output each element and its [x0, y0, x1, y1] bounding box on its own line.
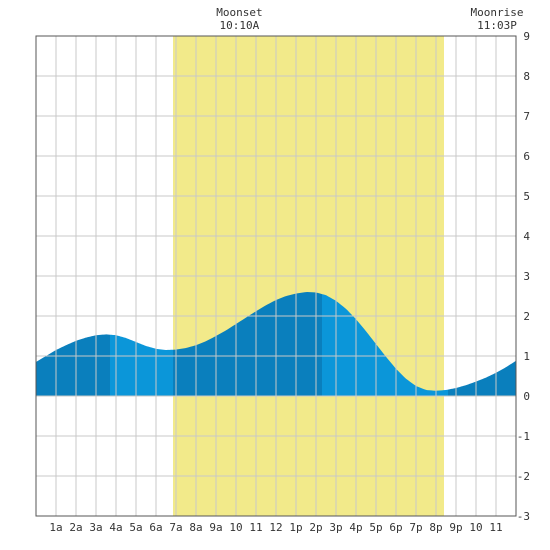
x-tick-label: 10	[229, 521, 242, 534]
y-tick-label: 8	[523, 70, 530, 83]
y-tick-label: -1	[517, 430, 530, 443]
x-tick-label: 3p	[329, 521, 342, 534]
x-tick-label: 7p	[409, 521, 422, 534]
plot-border	[35, 35, 517, 517]
y-tick-label: 4	[523, 230, 530, 243]
y-tick-label: 6	[523, 150, 530, 163]
tide-band-light	[322, 294, 448, 396]
tide-band-light	[110, 334, 173, 396]
x-tick-label: 6p	[389, 521, 402, 534]
tide-band-dark	[448, 360, 516, 396]
x-tick-label: 3a	[89, 521, 102, 534]
y-tick-label: -3	[517, 510, 530, 523]
x-tick-label: 2a	[69, 521, 82, 534]
grid-layer	[36, 36, 516, 516]
x-tick-label: 5p	[369, 521, 382, 534]
x-tick-labels: 1a 2a 3a 4a 5a 6a 7a 8a 9a 10 11 12 1p 2p 3p 4p 5p 6p 7p 8p…	[49, 521, 502, 534]
x-tick-label: 8a	[189, 521, 202, 534]
moon-event-time: 11:03P	[477, 19, 517, 32]
y-tick-label: 9	[523, 30, 530, 43]
moon-event-time: 10:10A	[220, 19, 260, 32]
tide-area-layer	[36, 292, 516, 396]
x-tick-label: 8p	[429, 521, 442, 534]
x-tick-label: 1p	[289, 521, 302, 534]
y-tick-label: 5	[523, 190, 530, 203]
y-tick-label: 2	[523, 310, 530, 323]
moon-event-label: Moonrise	[471, 6, 524, 19]
y-tick-label: 3	[523, 270, 530, 283]
x-tick-label: 2p	[309, 521, 322, 534]
y-tick-label: -2	[517, 470, 530, 483]
y-tick-labels: 9 8 7 6 5 4 3 2 1 0 -1 -2 -3	[517, 30, 531, 523]
x-tick-label: 11	[489, 521, 502, 534]
x-tick-label: 4a	[109, 521, 122, 534]
y-tick-label: 7	[523, 110, 530, 123]
x-tick-label: 5a	[129, 521, 142, 534]
x-tick-label: 11	[249, 521, 262, 534]
x-tick-label: 9a	[209, 521, 222, 534]
x-tick-label: 12	[269, 521, 282, 534]
y-tick-label: 0	[523, 390, 530, 403]
tide-band-dark	[173, 292, 322, 396]
x-tick-label: 1a	[49, 521, 62, 534]
x-tick-label: 9p	[449, 521, 462, 534]
tide-band-dark	[36, 334, 110, 396]
x-tick-label: 4p	[349, 521, 362, 534]
x-tick-label: 6a	[149, 521, 162, 534]
y-tick-label: 1	[523, 350, 530, 363]
x-tick-label: 10	[469, 521, 482, 534]
moon-event-label: Moonset	[216, 6, 262, 19]
x-tick-label: 7a	[169, 521, 182, 534]
